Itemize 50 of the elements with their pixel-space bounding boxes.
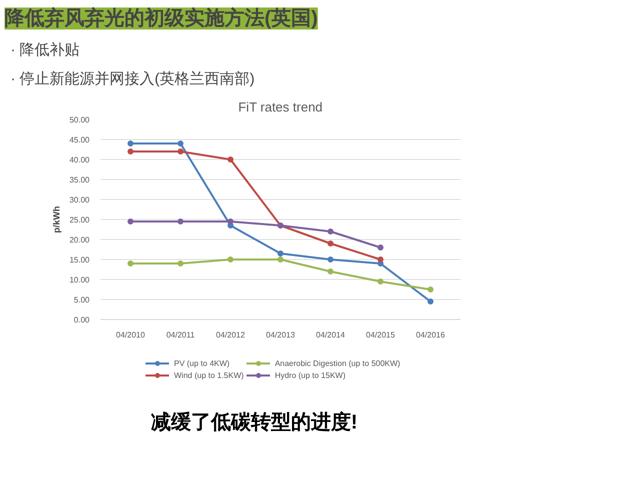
- y-axis-title: p/kWh: [51, 206, 62, 233]
- point: [328, 268, 334, 274]
- y-tick-label: 0.00: [74, 316, 90, 324]
- text: 降低弃风弃光的初级实施方法(英国): [4, 6, 318, 30]
- x-tick-label: 04/2014: [316, 330, 346, 340]
- legend-label: Anaerobic Digestion (up to 500KW): [274, 358, 400, 368]
- point: [228, 256, 234, 262]
- point: [278, 256, 284, 262]
- legend-label: Hydro (up to 15KW): [274, 370, 346, 380]
- text: 减缓了低碳转型的进度!: [150, 410, 358, 434]
- point: [328, 256, 334, 262]
- y-tick-label: 20.00: [69, 236, 90, 244]
- point: [378, 256, 384, 262]
- x-tick-label: 04/2012: [216, 330, 246, 340]
- point: [428, 286, 434, 292]
- point: [328, 240, 334, 246]
- point: [228, 156, 234, 162]
- y-tick-label: 5.00: [74, 296, 90, 304]
- text: · 降低补贴: [10, 42, 80, 58]
- point: [128, 218, 134, 224]
- x-tick-label: 04/2011: [166, 330, 196, 340]
- point: [428, 298, 434, 304]
- point: [128, 140, 134, 146]
- point: [328, 228, 334, 234]
- y-tick-label: 40.00: [69, 156, 90, 164]
- point: [178, 218, 184, 224]
- y-tick-label: 10.00: [69, 276, 90, 284]
- x-tick-label: 04/2016: [416, 330, 446, 340]
- x-tick-label: 04/2010: [116, 330, 146, 340]
- y-tick-label: 25.00: [69, 216, 90, 224]
- point: [178, 140, 184, 146]
- y-tick-label: 30.00: [69, 196, 90, 204]
- point: [178, 260, 184, 266]
- y-tick-label: 50.00: [69, 116, 90, 124]
- point: [278, 250, 284, 256]
- point: [228, 218, 234, 224]
- legend-label: Wind (up to 1.5KW): [174, 370, 244, 380]
- text: · 停止新能源并网接入(英格兰西南部): [10, 70, 255, 88]
- point: [178, 148, 184, 154]
- y-tick-label: 15.00: [69, 256, 90, 264]
- y-tick-label: 45.00: [69, 136, 90, 144]
- point: [128, 148, 134, 154]
- point: [378, 244, 384, 250]
- point: [378, 278, 384, 284]
- x-tick-label: 04/2015: [366, 330, 396, 340]
- legend-label: PV (up to 4KW): [174, 358, 230, 368]
- y-tick-label: 35.00: [69, 176, 90, 184]
- point: [128, 260, 134, 266]
- chart-title: FiT rates trend: [238, 100, 323, 114]
- x-tick-label: 04/2013: [266, 330, 296, 340]
